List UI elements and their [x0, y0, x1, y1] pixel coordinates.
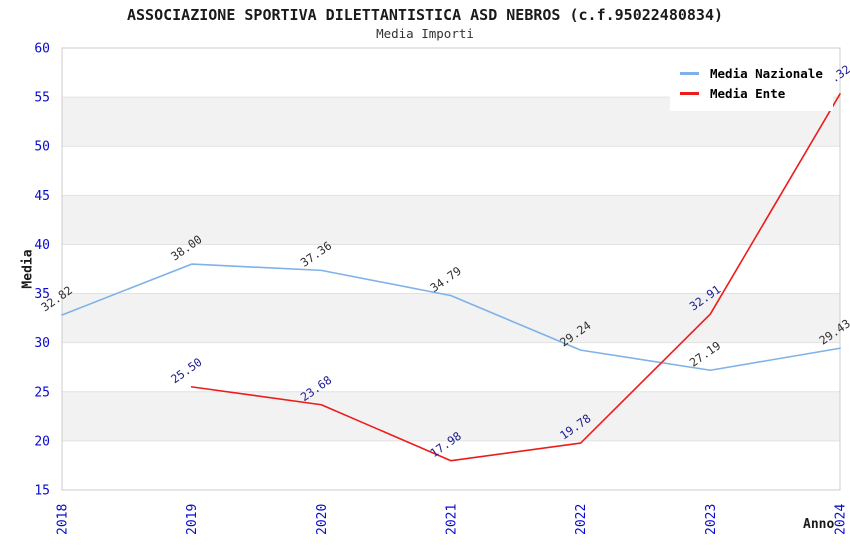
y-tick-label-55: 55 [34, 91, 50, 106]
plot-band [62, 391, 840, 441]
y-tick-label-25: 25 [34, 385, 50, 400]
y-tick-label-30: 30 [34, 336, 50, 351]
legend-label-media-nazionale: Media Nazionale [710, 65, 823, 81]
chart-subtitle: Media Importi [376, 26, 474, 41]
data-label-0-2021: 34.79 [428, 264, 464, 295]
x-tick-label-2024: 2024 [834, 504, 849, 535]
y-tick-label-15: 15 [34, 484, 50, 499]
y-axis-title: Media [20, 249, 36, 289]
legend-swatch-media-ente [680, 91, 699, 95]
series-line-1 [190, 93, 841, 462]
legend-label-media-ente: Media Ente [710, 85, 786, 101]
y-tick-label-20: 20 [34, 434, 50, 449]
x-tick-label-2022: 2022 [574, 504, 589, 535]
legend-item-media-ente: Media Ente [680, 83, 823, 103]
legend-swatch-media-nazionale [680, 71, 699, 75]
x-tick-label-2019: 2019 [185, 504, 200, 535]
y-tick-label-45: 45 [34, 189, 50, 204]
x-tick-label-2021: 2021 [445, 504, 460, 535]
series-line-0 [61, 263, 841, 372]
chart-title: ASSOCIAZIONE SPORTIVA DILETTANTISTICA AS… [126, 6, 724, 24]
y-tick-label-50: 50 [34, 140, 50, 155]
x-tick-label-2020: 2020 [315, 504, 330, 535]
data-label-1-2019: 25.50 [168, 355, 204, 386]
plot-band [62, 195, 840, 245]
x-tick-label-2018: 2018 [56, 504, 71, 535]
y-tick-label-40: 40 [34, 238, 50, 253]
chart-legend: Media Nazionale Media Ente [670, 57, 833, 111]
y-tick-label-60: 60 [34, 42, 50, 57]
x-tick-label-2023: 2023 [704, 504, 719, 535]
x-axis-title: Anno [803, 517, 835, 532]
y-tick-label-35: 35 [34, 287, 50, 302]
plot-band [62, 293, 840, 343]
plot-border [61, 47, 841, 491]
legend-item-media-nazionale: Media Nazionale [680, 63, 823, 83]
